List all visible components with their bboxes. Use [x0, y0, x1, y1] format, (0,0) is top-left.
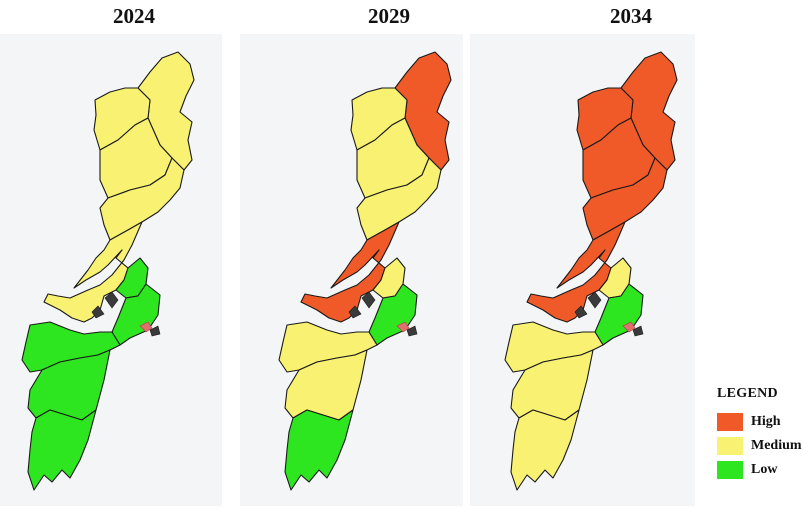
- legend-swatch-medium: [717, 437, 743, 455]
- islet-2029: [396, 321, 410, 333]
- map-panel-2034: [504, 51, 678, 491]
- legend-item-high: High: [717, 410, 802, 434]
- islet-2024: [139, 321, 153, 333]
- island-2-2024: [149, 325, 161, 337]
- region-south-central-2024: [43, 221, 143, 323]
- legend-item-medium: Medium: [717, 434, 802, 458]
- map-panel-2029: [278, 51, 452, 491]
- island-2-2034: [632, 325, 644, 337]
- legend-swatch-high: [717, 413, 743, 431]
- panel-title-2034: 2034: [610, 4, 652, 28]
- island-1-2024: [91, 305, 105, 319]
- legend-item-low: Low: [717, 458, 802, 482]
- region-central-2034: [582, 157, 668, 241]
- island-0-2034: [587, 291, 602, 309]
- islet-2034: [622, 321, 636, 333]
- region-south-tip-2029: [284, 409, 354, 491]
- region-south-central-2029: [300, 221, 400, 323]
- panel-title-2029: 2029: [368, 4, 410, 28]
- region-south-tip-2024: [27, 409, 97, 491]
- region-central-2029: [356, 157, 442, 241]
- island-1-2029: [348, 305, 362, 319]
- legend-label-medium: Medium: [751, 438, 802, 453]
- legend-label-low: Low: [751, 462, 778, 477]
- region-south-central-2034: [526, 221, 626, 323]
- legend-label-high: High: [751, 414, 781, 429]
- map-panel-2024: [21, 51, 195, 491]
- island-2-2029: [406, 325, 418, 337]
- region-central-2024: [99, 157, 185, 241]
- legend-swatch-low: [717, 461, 743, 479]
- panel-title-2024: 2024: [113, 4, 155, 28]
- island-0-2029: [361, 291, 376, 309]
- legend-title: LEGEND: [717, 386, 778, 401]
- legend: LEGEND High Medium Low: [717, 386, 802, 482]
- island-1-2034: [574, 305, 588, 319]
- region-south-tip-2034: [510, 409, 580, 491]
- island-0-2024: [104, 291, 119, 309]
